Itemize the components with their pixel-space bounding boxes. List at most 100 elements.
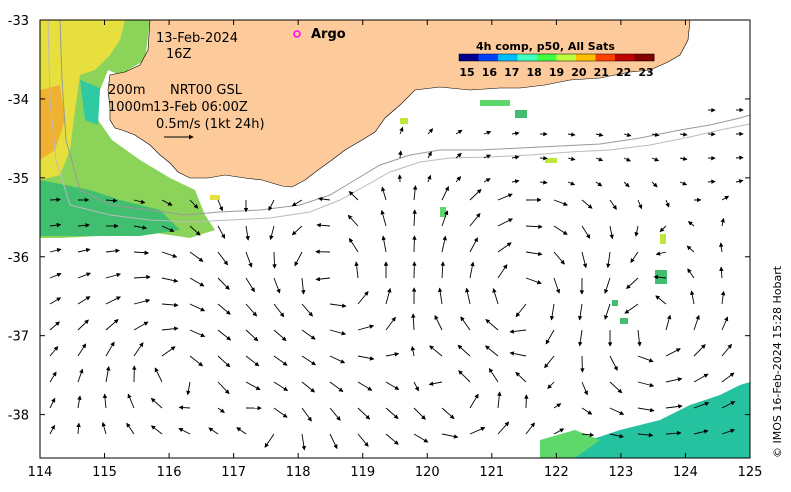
current-arrow: [721, 316, 729, 331]
current-arrow: [460, 316, 471, 331]
current-arrow: [217, 199, 224, 212]
current-arrow: [49, 424, 55, 435]
current-arrow: [399, 126, 404, 135]
current-arrow: [412, 185, 418, 201]
colorbar-swatch: [556, 54, 577, 61]
current-arrow: [441, 433, 459, 439]
current-arrow: [413, 433, 429, 443]
current-arrow: [385, 287, 392, 305]
product-time-label: 13-Feb 06:00Z: [153, 100, 248, 115]
y-tick-label: -34: [8, 93, 29, 108]
current-arrow: [264, 433, 275, 448]
colorbar-tick-label: 22: [616, 66, 631, 79]
current-arrow: [49, 272, 62, 279]
current-arrow: [440, 261, 446, 279]
current-arrow: [273, 381, 289, 392]
current-arrow: [77, 223, 90, 228]
current-arrow: [679, 181, 688, 186]
x-axis-ticks: 114 115 116 117 118 119 120 121 122 123 124 125: [28, 20, 762, 480]
current-arrow: [208, 427, 219, 435]
current-arrow: [161, 277, 179, 283]
current-arrow: [547, 381, 555, 390]
current-arrow: [245, 251, 253, 268]
current-arrow: [49, 222, 62, 228]
current-arrow: [76, 422, 81, 435]
current-arrow: [217, 225, 226, 239]
colorbar-tick-label: 15: [459, 66, 474, 79]
current-arrow: [609, 199, 617, 210]
current-arrow: [539, 180, 548, 185]
current-arrow: [511, 131, 520, 136]
current-arrow: [329, 329, 347, 336]
current-arrow: [581, 432, 595, 438]
current-arrow: [329, 303, 347, 308]
current-arrow: [301, 433, 307, 451]
current-arrow: [77, 272, 91, 279]
colorbar-tick-label: 20: [571, 66, 587, 79]
current-arrow: [651, 181, 658, 188]
current-arrow: [412, 235, 417, 253]
current-arrow: [623, 132, 632, 138]
current-arrow: [665, 377, 683, 383]
current-arrow: [245, 329, 259, 342]
current-arrow: [354, 261, 359, 279]
x-tick-label: 122: [544, 465, 569, 480]
current-arrow: [719, 266, 724, 279]
current-arrow: [735, 179, 744, 184]
colorbar-swatch: [576, 54, 596, 61]
colorbar-ticks: 15 16 17 18 19 20 21 22 23: [459, 66, 653, 79]
current-arrow: [301, 381, 316, 393]
current-arrow: [515, 303, 527, 318]
current-arrow: [273, 303, 285, 318]
colorbar: [458, 53, 655, 62]
current-arrow: [385, 381, 400, 390]
current-arrow: [329, 407, 341, 421]
current-arrow: [581, 199, 593, 209]
current-arrow: [497, 218, 513, 227]
current-arrow: [49, 321, 60, 331]
current-arrow: [497, 242, 512, 253]
current-arrow: [105, 296, 121, 305]
current-arrow: [189, 329, 206, 338]
current-arrow: [411, 313, 416, 331]
current-arrow: [385, 316, 396, 331]
current-arrow: [624, 303, 639, 314]
sst-speck: [400, 118, 408, 124]
current-arrow: [49, 248, 62, 253]
current-arrow: [217, 303, 231, 315]
colorbar-tick-label: 23: [638, 66, 653, 79]
current-arrow: [49, 346, 59, 357]
current-arrow: [690, 290, 695, 305]
current-arrow: [133, 298, 151, 305]
current-arrow: [693, 373, 709, 383]
current-arrow: [441, 235, 447, 253]
current-arrow: [719, 242, 724, 253]
current-arrow: [268, 199, 275, 211]
current-arrow: [189, 355, 204, 367]
current-arrow: [329, 355, 346, 364]
current-arrow: [315, 276, 331, 282]
current-arrow: [245, 225, 250, 241]
current-arrow: [721, 428, 736, 435]
current-arrow: [77, 319, 89, 331]
colorbar-title: 4h comp, p50, All Sats: [476, 40, 615, 53]
current-arrow: [348, 190, 359, 201]
current-arrow: [77, 368, 84, 383]
current-arrow: [133, 199, 146, 204]
y-tick-label: -37: [8, 330, 29, 345]
y-tick-label: -33: [8, 14, 29, 29]
current-arrow: [133, 250, 150, 255]
current-arrow: [553, 199, 569, 206]
colorbar-tick-label: 21: [594, 66, 609, 79]
current-arrow: [458, 370, 471, 383]
sst-speck: [612, 300, 618, 306]
sst-patch-west-cool: [80, 80, 100, 125]
sst-patch-southeast-green: [540, 430, 600, 458]
x-tick-label: 115: [92, 465, 117, 480]
current-arrow: [413, 407, 426, 420]
current-arrow: [217, 251, 229, 266]
current-arrow: [720, 290, 726, 305]
current-arrow: [245, 303, 258, 317]
x-tick-label: 116: [157, 465, 182, 480]
current-arrow: [492, 287, 499, 305]
